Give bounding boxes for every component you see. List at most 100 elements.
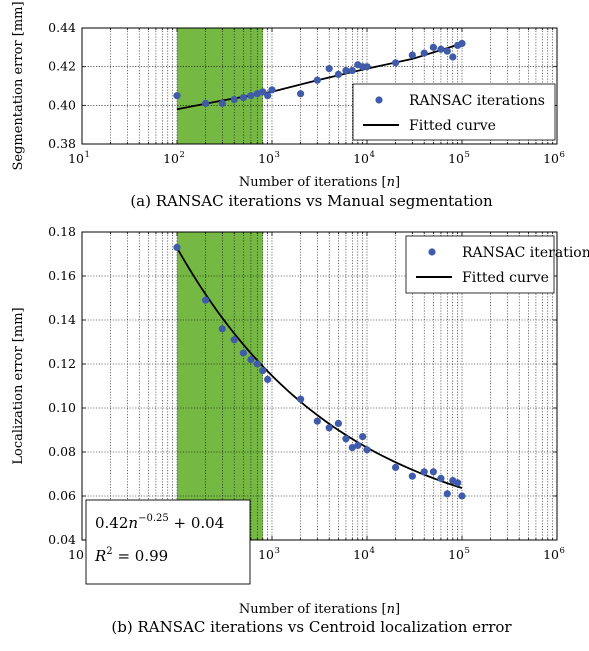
data-point bbox=[342, 435, 350, 443]
data-point bbox=[429, 468, 438, 476]
chart-a: 101 102 103 104 105 106 0.38 0.40 0.42 0.44 Number… bbox=[11, 1, 565, 210]
plot-frame bbox=[81, 231, 558, 541]
data-point bbox=[449, 53, 457, 61]
legend-box bbox=[352, 83, 556, 141]
data-point bbox=[239, 94, 248, 102]
x-tick-label: 102 bbox=[163, 150, 185, 166]
data-point bbox=[443, 47, 451, 55]
x-tick-label: 105 bbox=[448, 150, 470, 166]
data-point bbox=[348, 444, 356, 452]
legend-label: Fitted curve bbox=[409, 118, 496, 134]
y-tick-label: 0.08 bbox=[48, 444, 76, 459]
y-tick-label: 0.06 bbox=[48, 488, 76, 503]
data-point bbox=[253, 90, 261, 98]
x-tick-exponent: 5 bbox=[464, 546, 469, 556]
data-point bbox=[354, 441, 362, 449]
y-tick-label: 0.10 bbox=[48, 400, 76, 415]
y-tick-label: 0.44 bbox=[48, 20, 76, 35]
data-point bbox=[325, 65, 333, 73]
legend-marker bbox=[375, 96, 383, 104]
x-tick-label: 104 bbox=[353, 150, 375, 166]
x-tick-label: 106 bbox=[543, 150, 565, 166]
y-tick-label: 0.18 bbox=[48, 224, 76, 239]
formula-annotation: 0.42n−0.25 + 0.04 R2 = 0.99 bbox=[85, 499, 251, 585]
y-tick-label: 0.14 bbox=[48, 312, 76, 327]
figure-caption: (a) RANSAC iterations vs Manual segmenta… bbox=[130, 192, 493, 210]
data-point bbox=[429, 43, 438, 51]
fit-formula: 0.42n−0.25 + 0.04 bbox=[95, 513, 224, 532]
x-tick-exponent: 6 bbox=[559, 150, 564, 160]
chart-b: 1011021031041051060.040.060.080.100.120.… bbox=[11, 224, 589, 636]
data-point bbox=[334, 419, 343, 427]
data-point bbox=[173, 243, 181, 251]
data-point bbox=[201, 296, 210, 304]
data-point bbox=[408, 51, 416, 59]
legend: RANSAC iterations Fitted curve bbox=[352, 83, 556, 141]
x-tick-label: 106 bbox=[543, 546, 565, 562]
y-tick-label: 0.42 bbox=[48, 59, 76, 74]
data-point bbox=[264, 375, 272, 383]
x-tick-exponent: 4 bbox=[369, 546, 374, 556]
data-point bbox=[239, 349, 248, 357]
data-point bbox=[230, 95, 238, 104]
data-point bbox=[296, 395, 305, 403]
data-point bbox=[420, 468, 428, 476]
legend-label: RANSAC iterations bbox=[462, 245, 589, 261]
data-point bbox=[247, 356, 255, 364]
data-point bbox=[437, 45, 445, 53]
data-point bbox=[334, 70, 343, 78]
data-point bbox=[218, 325, 226, 333]
annotation-box bbox=[85, 499, 251, 585]
data-point bbox=[458, 39, 466, 48]
plot-frame bbox=[81, 27, 558, 145]
legend-marker bbox=[428, 248, 436, 256]
data-point bbox=[437, 474, 445, 482]
highlight-band bbox=[177, 232, 263, 540]
x-tick-exponent: 5 bbox=[464, 150, 469, 160]
y-tick-label: 0.12 bbox=[48, 356, 76, 371]
data-point bbox=[363, 63, 371, 71]
data-point bbox=[420, 49, 428, 57]
data-point bbox=[296, 90, 305, 98]
data-point bbox=[313, 417, 321, 425]
data-point bbox=[264, 92, 272, 100]
legend-label: RANSAC iterations bbox=[409, 93, 545, 109]
data-point bbox=[325, 424, 333, 432]
x-tick-exponent: 4 bbox=[369, 150, 374, 160]
legend-label: Fitted curve bbox=[462, 270, 549, 286]
data-point bbox=[348, 66, 356, 75]
tick-marks bbox=[81, 231, 558, 541]
fitted-curve bbox=[176, 247, 463, 489]
data-point bbox=[259, 367, 267, 375]
x-tick-exponent: 3 bbox=[274, 546, 279, 556]
legend-box bbox=[405, 235, 555, 294]
data-point bbox=[201, 99, 210, 107]
data-point bbox=[443, 490, 451, 498]
data-point bbox=[408, 472, 416, 480]
x-axis-label: Number of iterations [n] bbox=[239, 175, 400, 190]
r-squared: R2 = 0.99 bbox=[94, 546, 168, 565]
data-point bbox=[391, 463, 400, 471]
data-point bbox=[359, 433, 367, 441]
x-tick-exponent: 3 bbox=[274, 150, 279, 160]
x-tick-exponent: 2 bbox=[179, 150, 184, 160]
data-point bbox=[253, 360, 261, 368]
x-tick-label: 103 bbox=[258, 546, 280, 562]
x-axis-label: Number of iterations [n] bbox=[239, 602, 400, 617]
data-point bbox=[259, 88, 267, 96]
y-axis-label: Localization error [mm] bbox=[11, 307, 26, 464]
tick-marks bbox=[81, 27, 558, 145]
data-point bbox=[218, 99, 226, 107]
data-point bbox=[173, 92, 181, 100]
x-tick-label: 103 bbox=[258, 150, 280, 166]
data-point bbox=[391, 59, 400, 67]
y-tick-label: 0.16 bbox=[48, 268, 76, 283]
highlight-band bbox=[177, 28, 263, 144]
y-tick-label: 0.04 bbox=[48, 532, 76, 547]
x-tick-exponent: 1 bbox=[84, 150, 89, 160]
x-tick-exponent: 6 bbox=[559, 546, 564, 556]
legend: RANSAC iterations Fitted curve bbox=[405, 235, 589, 294]
y-tick-label: 0.40 bbox=[48, 97, 76, 112]
